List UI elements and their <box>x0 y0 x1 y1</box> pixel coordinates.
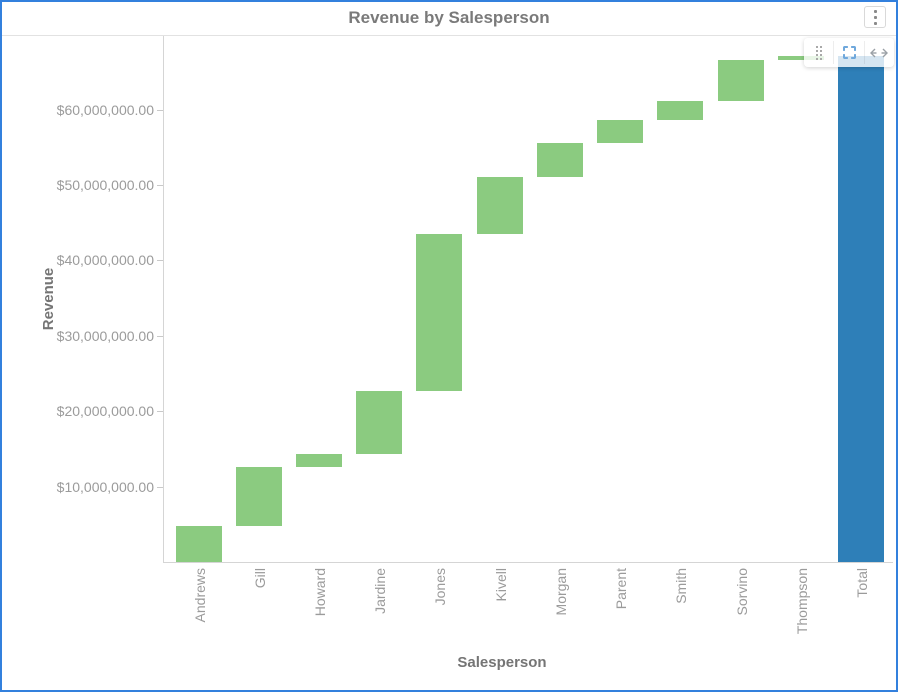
bar-andrews[interactable] <box>175 526 222 562</box>
kebab-menu-icon <box>873 9 877 13</box>
bar-total[interactable] <box>838 55 885 562</box>
zoom-selection-button[interactable] <box>834 38 863 67</box>
bar-howard[interactable] <box>295 454 342 468</box>
x-tick-label: Thompson <box>793 568 810 635</box>
bar-kivell[interactable] <box>476 177 523 235</box>
y-tick-mark <box>157 109 163 111</box>
x-tick-label: Smith <box>673 568 690 604</box>
x-tick-label: Gill <box>251 568 268 589</box>
bar-parent[interactable] <box>597 120 644 144</box>
bar-gill[interactable] <box>235 467 282 527</box>
bar-thompson[interactable] <box>777 55 824 61</box>
x-tick-label: Howard <box>311 568 328 617</box>
x-tick-label: Andrews <box>191 568 208 623</box>
y-axis-title: Revenue <box>40 267 57 331</box>
y-tick-mark <box>157 185 163 186</box>
drag-handle-button[interactable] <box>804 38 833 67</box>
y-axis-line <box>163 36 164 562</box>
y-tick-mark <box>157 411 163 413</box>
x-tick-label: Sorvino <box>733 568 750 616</box>
pan-horizontal-icon <box>870 48 889 57</box>
x-axis-title: Salesperson <box>457 654 547 671</box>
toolbar-divider <box>863 41 865 64</box>
y-tick-label: $40,000,000.00 <box>56 252 154 269</box>
bar-jones[interactable] <box>416 234 463 391</box>
pan-button[interactable] <box>865 38 894 67</box>
x-tick-label: Jones <box>432 568 449 606</box>
chart-toolbar <box>804 38 894 67</box>
toolbar-divider <box>833 41 835 64</box>
x-tick-label: Parent <box>613 568 630 610</box>
y-tick-mark <box>157 260 163 262</box>
y-tick-mark <box>157 335 163 337</box>
zoom-selection-icon <box>842 46 856 59</box>
chart-header: Revenue by Salesperson <box>2 2 896 36</box>
bar-sorvino[interactable] <box>717 60 764 101</box>
x-axis-line <box>163 562 893 563</box>
y-tick-label: $60,000,000.00 <box>56 101 154 118</box>
y-tick-label: $20,000,000.00 <box>56 403 154 420</box>
bar-jardine[interactable] <box>356 390 403 455</box>
y-tick-label: $10,000,000.00 <box>56 478 154 495</box>
bar-smith[interactable] <box>657 100 704 121</box>
x-tick-label: Kivell <box>492 568 509 602</box>
bar-morgan[interactable] <box>536 143 583 178</box>
x-tick-label: Morgan <box>552 568 569 616</box>
drag-handle-icon <box>815 45 822 60</box>
y-tick-label: $50,000,000.00 <box>56 177 154 193</box>
more-options-button[interactable] <box>864 6 886 28</box>
x-tick-label: Jardine <box>372 568 389 614</box>
y-tick-mark <box>157 486 163 488</box>
chart-title: Revenue by Salesperson <box>348 8 550 27</box>
x-tick-label: Total <box>854 568 871 598</box>
y-tick-label: $30,000,000.00 <box>56 327 154 344</box>
